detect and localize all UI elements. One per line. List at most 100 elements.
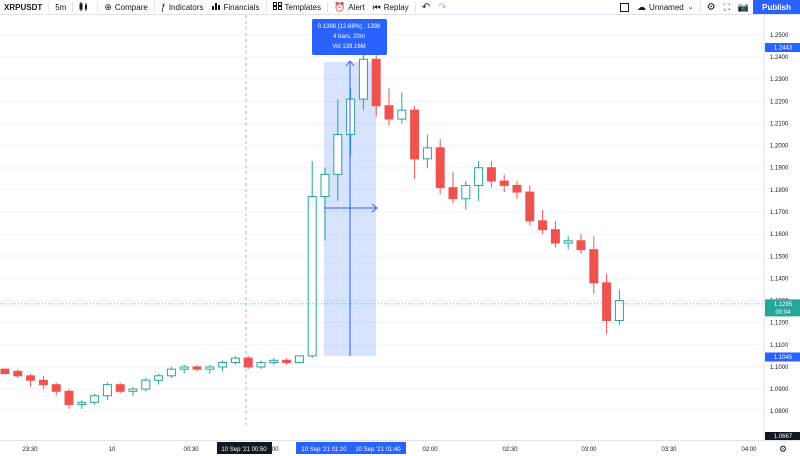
crosshair-time-label: 10 Sep '21 00:50	[221, 447, 267, 453]
symbol-search[interactable]: XRPUSDT	[0, 0, 46, 14]
price-tick-label: 1.1900	[770, 166, 789, 172]
snapshot-button[interactable]: 📷	[734, 0, 753, 14]
candle	[270, 360, 278, 362]
candle	[334, 135, 342, 175]
candle	[577, 241, 585, 250]
time-tick-label: 02:00	[422, 447, 438, 453]
fullscreen-button[interactable]: ⛶	[720, 0, 734, 14]
redo-icon: ↷	[438, 2, 446, 13]
candle	[193, 367, 201, 369]
price-tick-label: 1.2400	[770, 55, 789, 61]
cloud-icon: ☁	[637, 3, 646, 12]
candle	[180, 367, 188, 369]
redo-button[interactable]: ↷	[434, 0, 450, 14]
candle	[500, 181, 508, 185]
candle	[590, 250, 598, 283]
candlestick-icon	[79, 2, 88, 13]
chevron-down-icon: ⌄	[688, 3, 694, 11]
candle	[257, 363, 265, 367]
fullscreen-toggle[interactable]	[616, 0, 633, 14]
candle	[423, 148, 431, 159]
bar-chart-icon	[212, 2, 221, 12]
price-tick-label: 1.2000	[770, 144, 789, 150]
time-axis[interactable]: 23:301000:3001:0001:3002:0002:3003:0003:…	[0, 440, 800, 456]
last-price-badge: 1.1285	[774, 302, 793, 308]
top-toolbar: XRPUSDT 5m ⊕ Compare ƒ Indicators Financ…	[0, 0, 800, 15]
publish-label: Publish	[762, 3, 791, 12]
measure-line-2: 4 bars, 20m	[333, 34, 365, 40]
candle	[462, 185, 470, 198]
replay-icon: ⏮	[373, 3, 381, 12]
price-tick-label: 1.1700	[770, 210, 789, 216]
settings-button[interactable]: ⚙	[703, 0, 720, 14]
price-tick-label: 1.2200	[770, 99, 789, 105]
expand-icon: ⛶	[724, 2, 730, 13]
price-tick-label: 1.1100	[770, 343, 789, 349]
price-chart[interactable]: 0.1398 (12.66%) , 1398 4 bars, 20m Vol 1…	[0, 15, 800, 440]
candle	[167, 369, 175, 376]
grid-lines	[0, 35, 764, 411]
candle	[539, 221, 547, 230]
candle	[155, 376, 163, 380]
interval-button[interactable]: 5m	[51, 0, 70, 14]
candle	[219, 363, 227, 367]
publish-button[interactable]: Publish	[753, 0, 800, 14]
alarm-clock-icon: ⏰	[334, 3, 345, 12]
candle	[27, 376, 35, 380]
divider	[327, 2, 328, 12]
candle	[78, 402, 86, 404]
candle	[308, 197, 316, 356]
candle	[385, 106, 393, 119]
axis-settings-icon[interactable]: ⚙	[779, 444, 787, 454]
candle	[283, 360, 291, 362]
financials-label: Financials	[224, 3, 260, 12]
candle	[103, 385, 111, 396]
bar-countdown: 00:04	[775, 310, 791, 316]
candle	[372, 59, 380, 105]
replay-button[interactable]: ⏮ Replay	[369, 0, 413, 14]
candle	[91, 396, 99, 403]
time-tick-label: 04:00	[741, 447, 757, 453]
alert-button[interactable]: ⏰ Alert	[330, 0, 369, 14]
square-icon	[620, 3, 629, 12]
divider	[415, 2, 416, 12]
time-tick-label: 00:30	[183, 447, 199, 453]
price-tick-label: 1.1500	[770, 254, 789, 260]
price-tick-label: 1.2300	[770, 77, 789, 83]
candle	[321, 174, 329, 196]
candle	[347, 99, 355, 134]
price-badge-high: 1.2443	[774, 46, 793, 52]
candle	[475, 168, 483, 186]
templates-button[interactable]: Templates	[269, 0, 325, 14]
candle	[449, 188, 457, 199]
time-tick-label: 03:00	[581, 447, 597, 453]
divider	[48, 2, 49, 12]
candle	[206, 367, 214, 369]
candles-style-button[interactable]	[75, 0, 95, 14]
price-tick-label: 1.2100	[770, 121, 789, 127]
divider	[700, 2, 701, 12]
indicators-label: Indicators	[169, 3, 204, 12]
candle	[295, 356, 303, 363]
candle	[244, 358, 252, 367]
indicators-icon: ƒ	[161, 3, 166, 12]
time-tick-label: 03:30	[661, 447, 677, 453]
candle	[603, 283, 611, 321]
candle	[615, 301, 623, 321]
candle-series	[1, 42, 623, 409]
price-tick-label: 1.0900	[770, 387, 789, 393]
price-tick-label: 1.0800	[770, 409, 789, 415]
layout-menu[interactable]: ☁ Unnamed ⌄	[633, 0, 698, 14]
candle	[231, 358, 239, 362]
undo-button[interactable]: ↶	[418, 0, 434, 14]
indicators-button[interactable]: ƒ Indicators	[157, 0, 208, 14]
range-end-label: 10 Sep '21 01:40	[355, 447, 401, 453]
compare-button[interactable]: ⊕ Compare	[100, 0, 151, 14]
candle	[52, 385, 60, 392]
symbol-label: XRPUSDT	[4, 3, 42, 12]
time-tick-label: 02:30	[502, 447, 518, 453]
candle	[411, 110, 419, 159]
financials-button[interactable]: Financials	[208, 0, 264, 14]
price-badge-low: 1.1045	[774, 355, 793, 361]
compare-label: Compare	[115, 3, 148, 12]
